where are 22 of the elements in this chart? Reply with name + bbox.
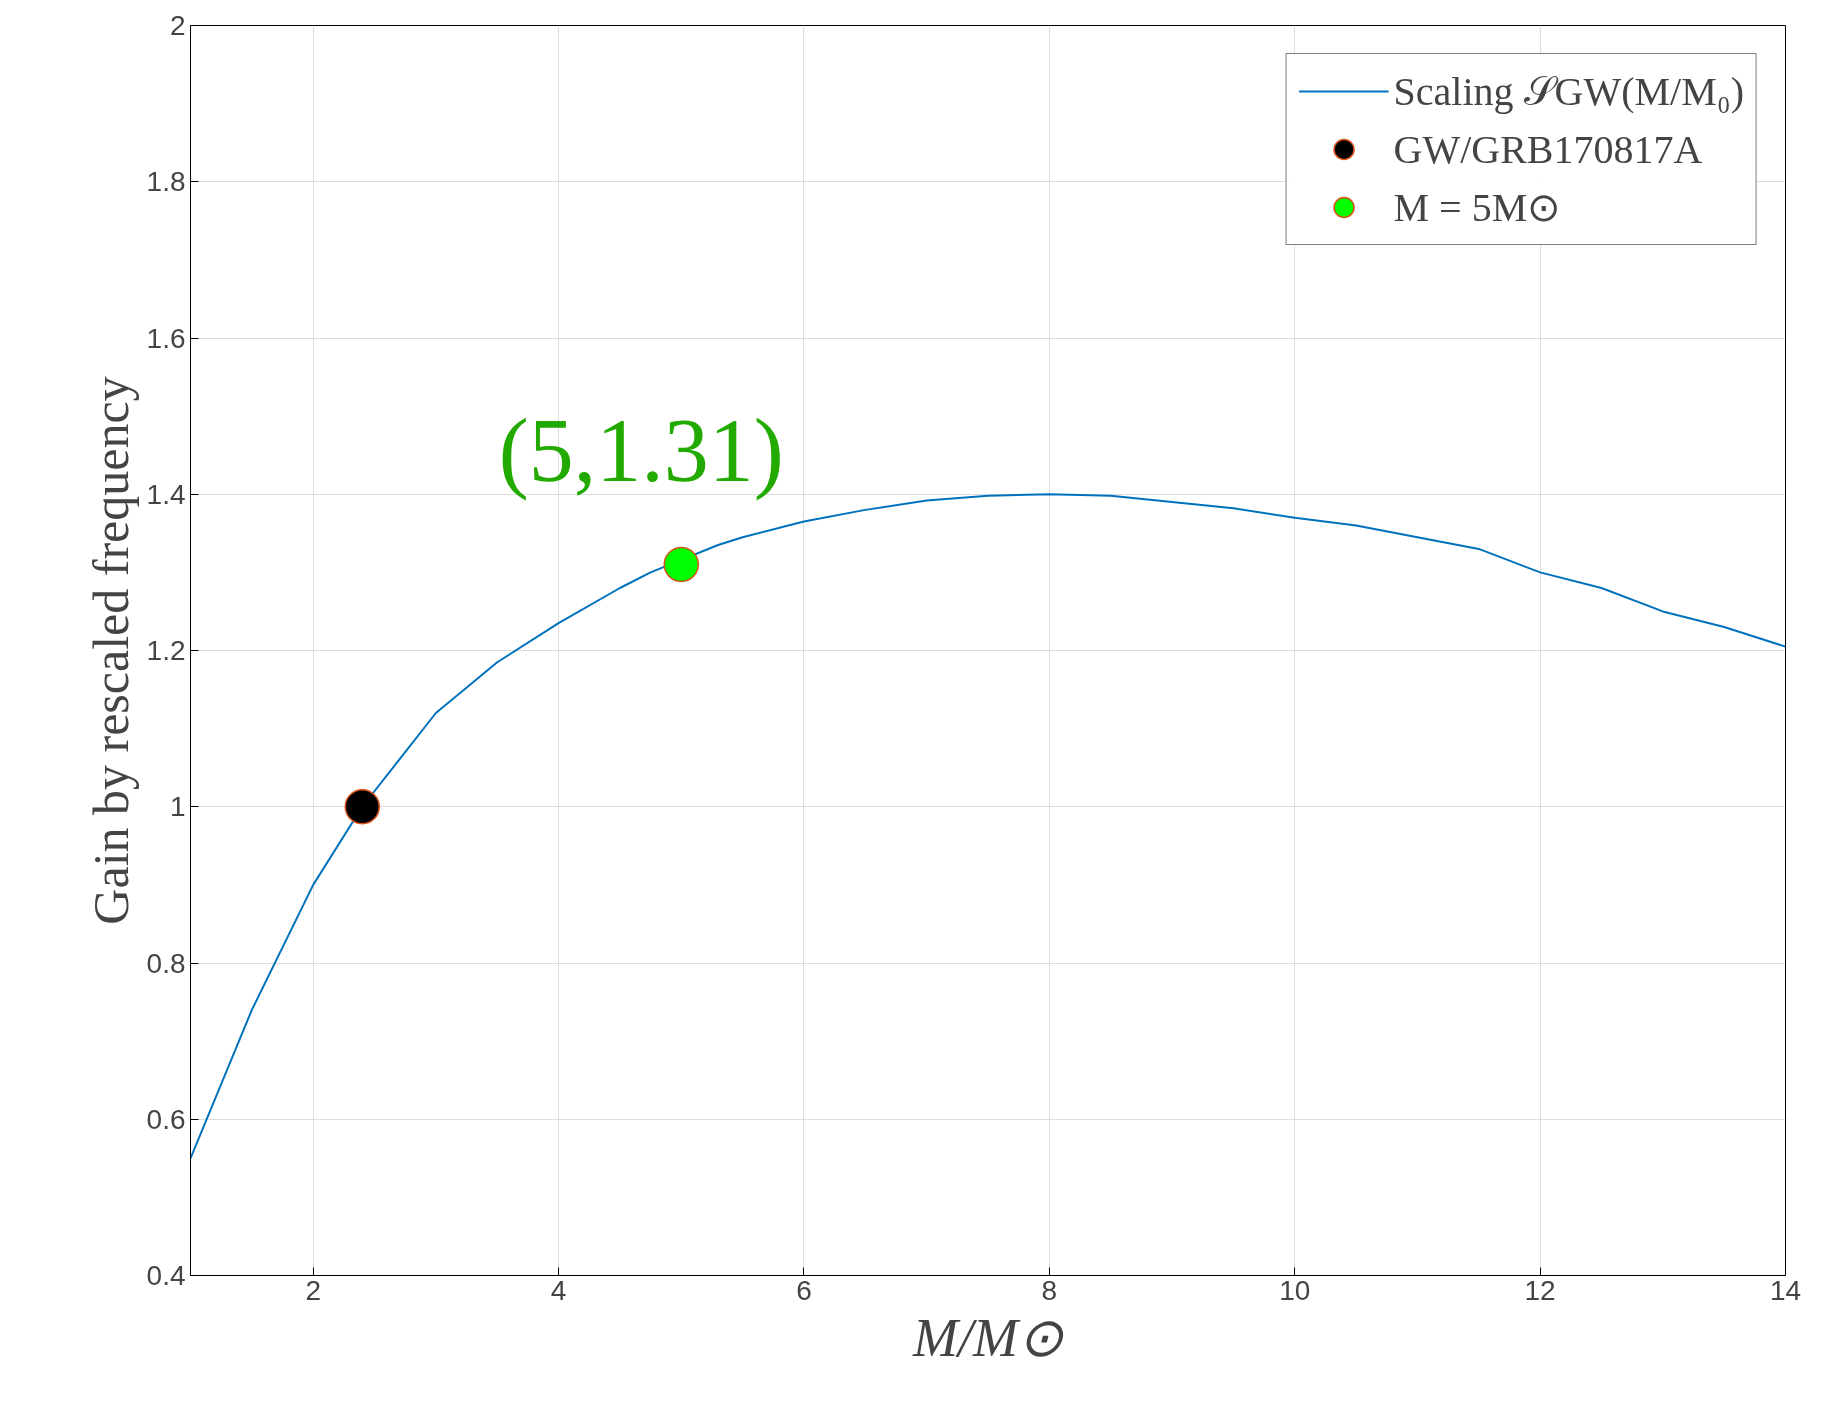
legend-label: GW/GRB170817A [1393, 125, 1703, 173]
annotation: (5,1.31) [498, 400, 784, 501]
y-tick-label: 1 [169, 791, 186, 823]
x-tick-label: 10 [1279, 1274, 1311, 1306]
x-axis-title: M/M⊙ [912, 1307, 1064, 1368]
y-tick-label: 1.6 [146, 322, 186, 354]
legend-label: Scaling 𝒮GW(M/M₀) [1393, 67, 1744, 115]
y-axis-title: Gain by rescaled frequency [82, 376, 139, 925]
y-tick-label: 0.4 [146, 1260, 186, 1291]
y-tick-label: 1.8 [146, 166, 186, 198]
x-tick-label: 12 [1524, 1274, 1556, 1306]
y-tick-label: 1.4 [146, 478, 186, 510]
y-tick-label: 2 [169, 10, 186, 41]
x-tick-label: 6 [796, 1274, 812, 1306]
x-tick-label: 8 [1041, 1274, 1058, 1306]
legend-label: M = 5M⊙ [1393, 183, 1562, 231]
y-tick-label: 0.8 [146, 947, 186, 979]
y-tick-label: 0.6 [146, 1103, 186, 1135]
x-tick-label: 4 [550, 1274, 567, 1306]
x-tick-label: 14 [1769, 1274, 1802, 1306]
y-tick-label: 1.2 [146, 635, 186, 666]
x-tick-label: 2 [305, 1274, 321, 1306]
